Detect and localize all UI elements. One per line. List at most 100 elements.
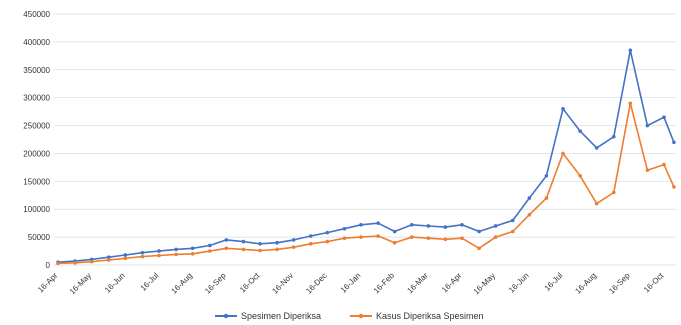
legend-label: Spesimen Diperiksa bbox=[241, 311, 321, 321]
y-axis: 0 50000 100000 150000 200000 250000 300000 3500… bbox=[23, 10, 50, 270]
data-point bbox=[594, 146, 599, 150]
plot-area bbox=[56, 48, 676, 266]
data-point bbox=[561, 151, 565, 156]
data-point bbox=[611, 190, 616, 195]
y-tick-label: 200000 bbox=[23, 149, 50, 158]
x-tick-label: 16-Jan bbox=[339, 271, 363, 295]
data-point bbox=[207, 243, 212, 248]
data-point bbox=[207, 249, 212, 253]
data-point bbox=[645, 168, 650, 172]
data-point bbox=[359, 223, 363, 227]
data-point bbox=[376, 234, 380, 238]
x-tick-label: 16-Apr bbox=[36, 271, 60, 295]
legend-label: Kasus Diperiksa Spesimen bbox=[376, 311, 484, 321]
data-point bbox=[628, 48, 633, 53]
data-point bbox=[662, 115, 666, 119]
data-point bbox=[443, 237, 448, 242]
data-point bbox=[460, 223, 464, 227]
data-point bbox=[594, 201, 599, 206]
data-point bbox=[275, 240, 279, 245]
data-point bbox=[275, 247, 279, 252]
data-point bbox=[174, 252, 178, 257]
data-point bbox=[241, 247, 246, 252]
data-point bbox=[308, 242, 313, 246]
data-point bbox=[359, 235, 363, 239]
y-tick-label: 100000 bbox=[23, 205, 50, 214]
x-tick-label: 16-Jul bbox=[543, 271, 565, 293]
data-point bbox=[140, 250, 145, 255]
x-tick-label: 16-May bbox=[472, 271, 497, 296]
data-point bbox=[106, 255, 111, 259]
x-tick-label: 16-Sep bbox=[607, 271, 632, 296]
data-point bbox=[628, 101, 633, 106]
data-point bbox=[493, 224, 498, 228]
x-tick-label: 16-Aug bbox=[573, 271, 598, 296]
data-point bbox=[578, 173, 582, 178]
data-point bbox=[157, 253, 161, 258]
data-point bbox=[73, 260, 77, 265]
x-tick-label: 16-Sep bbox=[203, 271, 228, 296]
y-tick-label: 50000 bbox=[28, 233, 51, 242]
data-point bbox=[291, 238, 296, 242]
data-point bbox=[510, 218, 515, 223]
x-tick-label: 16-Apr bbox=[440, 271, 464, 295]
gridlines bbox=[54, 13, 676, 266]
y-tick-label: 0 bbox=[46, 261, 51, 270]
x-tick-label: 16-Nov bbox=[270, 271, 295, 296]
y-tick-label: 350000 bbox=[23, 66, 50, 75]
data-point bbox=[409, 235, 414, 239]
data-point bbox=[426, 236, 431, 241]
data-point bbox=[106, 258, 111, 262]
y-tick-label: 150000 bbox=[23, 177, 50, 186]
x-tick-label: 16-Oct bbox=[238, 271, 262, 295]
data-point bbox=[325, 239, 330, 244]
data-point bbox=[56, 261, 60, 266]
data-point bbox=[308, 234, 313, 238]
data-point bbox=[544, 196, 549, 200]
data-point bbox=[426, 224, 431, 228]
data-point bbox=[409, 223, 414, 227]
data-point bbox=[477, 246, 481, 251]
data-point bbox=[672, 185, 676, 189]
data-point bbox=[140, 254, 145, 259]
legend-marker bbox=[358, 313, 364, 319]
y-tick-label: 250000 bbox=[23, 122, 50, 131]
data-point bbox=[190, 252, 195, 256]
x-tick-label: 16-Mar bbox=[405, 271, 430, 296]
data-point bbox=[645, 123, 650, 128]
data-point bbox=[190, 246, 195, 251]
data-point bbox=[258, 248, 262, 253]
x-tick-label: 16-Feb bbox=[372, 271, 397, 296]
data-point bbox=[510, 229, 515, 234]
data-point bbox=[578, 129, 582, 133]
data-point bbox=[325, 230, 330, 235]
data-point bbox=[157, 249, 161, 253]
x-tick-label: 16-Jul bbox=[139, 271, 161, 293]
x-tick-label: 16-Jun bbox=[103, 271, 127, 295]
data-point bbox=[527, 213, 532, 217]
data-point bbox=[291, 245, 296, 249]
data-point bbox=[89, 259, 94, 264]
y-tick-label: 450000 bbox=[23, 10, 50, 19]
data-point bbox=[241, 239, 246, 244]
x-tick-label: 16-Jun bbox=[507, 271, 531, 295]
x-tick-label: 16-Aug bbox=[169, 271, 194, 296]
data-point bbox=[662, 162, 666, 167]
data-point bbox=[561, 107, 565, 111]
data-point bbox=[527, 196, 532, 200]
data-point bbox=[477, 229, 481, 234]
data-point bbox=[672, 140, 676, 145]
data-point bbox=[611, 134, 616, 139]
data-point bbox=[392, 229, 397, 234]
data-point bbox=[123, 253, 128, 257]
data-point bbox=[123, 256, 128, 261]
legend: Spesimen Diperiksa Kasus Diperiksa Spesim… bbox=[215, 311, 484, 321]
data-point bbox=[376, 221, 380, 225]
data-point bbox=[392, 240, 397, 245]
data-point bbox=[544, 173, 549, 178]
data-point bbox=[174, 247, 178, 252]
x-tick-label: 16-Dec bbox=[304, 271, 329, 296]
data-point bbox=[258, 242, 262, 246]
data-point bbox=[224, 238, 229, 242]
